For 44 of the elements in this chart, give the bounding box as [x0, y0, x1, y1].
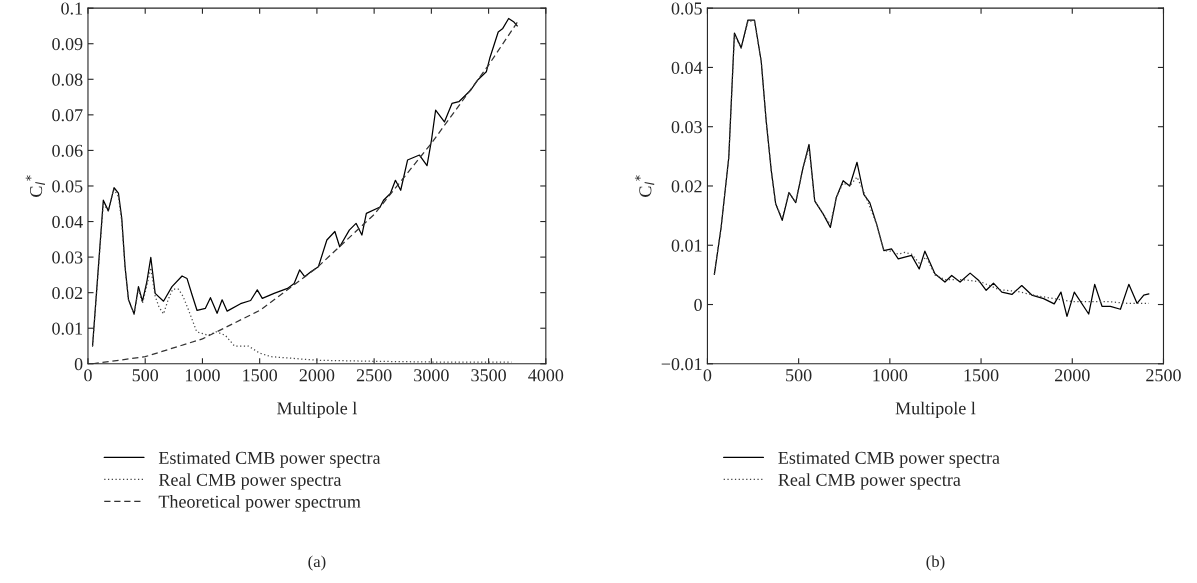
y-tick-label: 0.05	[671, 2, 702, 15]
y-tick-label: 0.02	[671, 180, 702, 193]
x-tick-label: 4000	[528, 369, 564, 382]
x-tick-label: 0	[703, 369, 712, 382]
text: (a)	[308, 555, 326, 571]
y-tick-label: 0.09	[52, 37, 83, 51]
text: (b)	[926, 555, 945, 571]
legend-label: Real CMB power spectra	[158, 473, 342, 490]
y-tick-label: 0.07	[52, 109, 83, 122]
legend-label: Estimated CMB power spectra	[158, 451, 381, 468]
y-tick-label: −0.01	[661, 358, 702, 371]
y-tick-label: 0.08	[52, 73, 83, 86]
x-tick-label: 3500	[471, 369, 506, 382]
x-tick-label: 1500	[243, 369, 278, 382]
y-tick-label: 0.03	[671, 120, 702, 134]
x-tick-label: 2500	[1146, 369, 1181, 382]
legend-label: Theoretical power spectrum	[158, 495, 361, 512]
y-tick-label: 0	[694, 298, 702, 311]
x-tick-label: 1000	[185, 369, 220, 382]
y-tick-label: 0.01	[52, 322, 83, 335]
x-tick-label: 3000	[414, 369, 449, 382]
x-tick-label: 2500	[356, 369, 392, 382]
x-tick-label: 500	[132, 369, 159, 382]
y-tick-label: 0.06	[52, 144, 83, 157]
y-tick-label: 0.04	[52, 215, 83, 229]
y-tick-label: 0.04	[671, 61, 703, 74]
x-tick-label: 1000	[873, 369, 908, 382]
legend-label: Real CMB power spectra	[778, 473, 961, 490]
y-tick-label: 0.01	[671, 239, 702, 252]
x-tick-label: 500	[786, 369, 812, 382]
x-axis-title: Multipole l	[277, 401, 357, 419]
y-tick-label: 0.02	[52, 286, 83, 300]
x-tick-label: 2000	[1055, 369, 1090, 382]
y-axis-title: C$_{l}$$^{*}$	[25, 175, 45, 197]
x-tick-label: 1500	[964, 369, 999, 382]
y-tick-label: 0.05	[52, 180, 83, 193]
y-tick-label: 0.1	[61, 2, 83, 15]
x-tick-label: 2000	[299, 369, 335, 382]
y-axis-title: C$_{l}$$^{*}$	[634, 175, 655, 197]
x-tick-label: 0	[84, 369, 92, 382]
legend-label: Estimated CMB power spectra	[778, 451, 1000, 468]
y-tick-label: 0	[74, 358, 83, 371]
x-axis-title: Multipole l	[895, 401, 976, 419]
y-tick-label: 0.03	[52, 251, 83, 264]
